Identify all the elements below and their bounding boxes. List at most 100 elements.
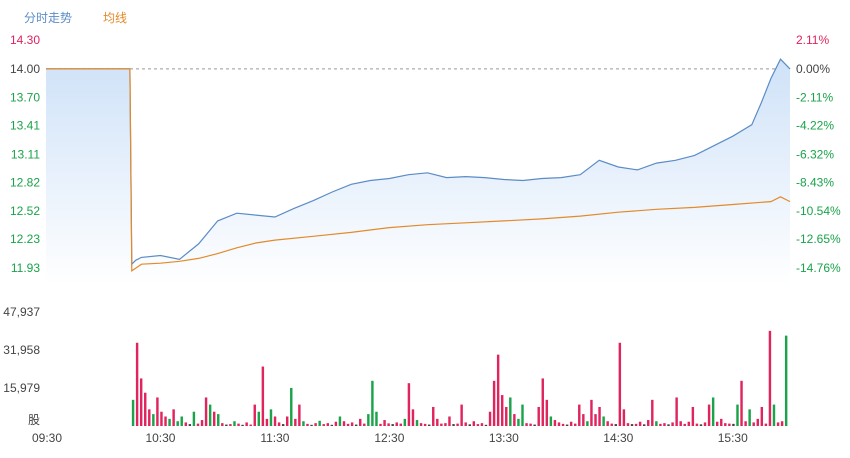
volume-bar xyxy=(359,418,362,426)
volume-bar xyxy=(553,420,557,426)
volume-bar xyxy=(448,416,451,426)
volume-bar xyxy=(476,424,480,426)
volume-bar xyxy=(610,423,613,426)
volume-bar xyxy=(436,418,439,426)
volume-bar xyxy=(691,406,695,426)
average-line xyxy=(46,68,791,273)
volume-bar xyxy=(334,421,338,426)
volume-bar xyxy=(703,422,707,426)
volume-bar xyxy=(375,411,378,426)
percent-tick-label: -12.65% xyxy=(796,232,841,246)
volume-bar xyxy=(237,423,240,426)
volume-bar xyxy=(245,422,248,426)
volume-bar xyxy=(148,409,151,426)
time-tick-label: 12:30 xyxy=(374,431,404,445)
volume-bar xyxy=(500,395,504,426)
volume-bar xyxy=(606,421,609,426)
volume-bar xyxy=(383,420,386,426)
time-axis: 09:30 10:30 11:30 12:30 13:30 14:30 15:30 xyxy=(32,431,748,445)
volume-bar xyxy=(407,383,411,426)
volume-tick-label: 31,958 xyxy=(3,343,40,357)
volume-bar xyxy=(427,424,431,426)
volume-bar xyxy=(651,399,654,426)
volume-bar xyxy=(720,418,723,426)
volume-bar xyxy=(695,423,699,426)
price-tick-label: 13.41 xyxy=(10,119,40,133)
price-tick-label: 12.82 xyxy=(10,175,40,189)
volume-bar xyxy=(180,416,183,426)
volume-bar xyxy=(391,424,394,426)
volume-bar xyxy=(578,404,581,426)
volume-bar xyxy=(525,423,528,426)
volume-bar xyxy=(683,423,686,426)
legend-average[interactable]: 均线 xyxy=(103,11,127,25)
volume-bar xyxy=(233,421,236,426)
volume-bar xyxy=(582,414,585,426)
price-tick-label: 12.23 xyxy=(10,232,40,246)
volume-bar xyxy=(363,423,366,426)
volume-bar xyxy=(367,414,370,426)
volume-bar xyxy=(772,404,776,426)
volume-bar xyxy=(176,421,179,426)
volume-bar xyxy=(488,411,492,426)
volume-bar xyxy=(594,414,597,426)
volume-bar xyxy=(192,411,196,426)
volume-bar xyxy=(764,423,768,426)
volume-bar xyxy=(663,423,666,426)
volume-bar xyxy=(326,423,329,426)
volume-bar xyxy=(212,411,216,426)
price-tick-label: 12.52 xyxy=(10,204,40,218)
volume-bar xyxy=(387,423,390,426)
volume-bar xyxy=(784,335,788,426)
volume-bar xyxy=(160,411,163,426)
volume-bar xyxy=(622,409,626,426)
volume-bar xyxy=(172,409,175,426)
volume-bar xyxy=(752,422,755,426)
volume-bar xyxy=(484,424,488,426)
volume-bar xyxy=(294,418,297,426)
volume-bar xyxy=(156,397,159,426)
volume-bar xyxy=(736,404,739,426)
volume-bar xyxy=(602,416,605,426)
time-tick-label: 14:30 xyxy=(603,431,633,445)
volume-bar xyxy=(188,424,192,426)
volume-bar xyxy=(711,397,715,426)
volume-tick-label: 47,937 xyxy=(3,305,40,319)
volume-bar xyxy=(756,418,759,426)
volume-bar xyxy=(557,422,561,426)
price-panel xyxy=(46,58,791,287)
price-axis-left: 14.30 14.00 13.70 13.41 13.11 12.82 12.52 12.23… xyxy=(10,33,40,275)
volume-bar xyxy=(464,422,467,426)
volume-bar xyxy=(541,378,544,426)
volume-bar xyxy=(549,416,553,426)
volume-bar xyxy=(225,424,228,426)
volume-bar xyxy=(687,421,691,426)
volume-bar xyxy=(456,423,459,426)
volume-bar xyxy=(241,424,244,426)
percent-tick-label: 0.00% xyxy=(796,62,830,76)
volume-bar xyxy=(346,423,350,426)
price-tick-label: 14.00 xyxy=(10,62,40,76)
volume-bar xyxy=(776,422,780,426)
volume-bar xyxy=(350,422,354,426)
volume-bar xyxy=(253,404,256,426)
volume-bar xyxy=(302,421,305,426)
volume-bar xyxy=(281,424,285,426)
volume-bar xyxy=(221,423,224,426)
volume-bar xyxy=(614,424,617,426)
percent-tick-label: 2.11% xyxy=(796,33,829,47)
volume-bar xyxy=(395,422,398,426)
volume-bar xyxy=(164,416,167,426)
volume-bar xyxy=(379,423,382,426)
volume-bar xyxy=(590,399,593,426)
volume-bar xyxy=(440,423,443,426)
volume-bar xyxy=(204,397,208,426)
volume-bar xyxy=(131,399,135,426)
volume-bar xyxy=(565,424,569,426)
time-tick-label: 13:30 xyxy=(489,431,519,445)
legend-price[interactable]: 分时走势 xyxy=(24,11,72,25)
volume-bar xyxy=(273,416,277,426)
price-tick-label: 13.11 xyxy=(11,147,40,161)
volume-bar xyxy=(468,424,471,426)
